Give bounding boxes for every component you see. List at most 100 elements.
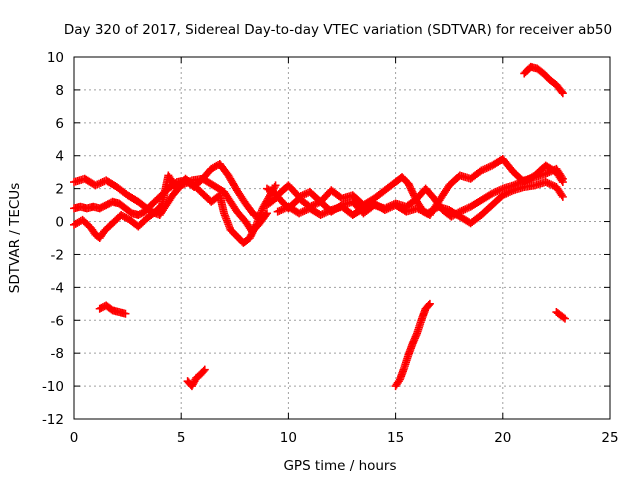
data-point <box>413 204 422 213</box>
data-point <box>96 178 105 187</box>
data-point <box>457 206 466 215</box>
data-point <box>498 191 507 200</box>
data-point <box>493 187 502 196</box>
data-point <box>320 209 329 218</box>
y-tick-label: -10 <box>42 379 64 395</box>
data-point <box>200 365 209 374</box>
data-point <box>121 309 130 318</box>
x-tick-label: 20 <box>494 430 511 446</box>
x-tick-label: 0 <box>70 430 79 446</box>
data-point <box>316 210 325 219</box>
x-tick-label: 15 <box>387 430 404 446</box>
grid-lines <box>74 57 610 419</box>
data-point <box>502 189 511 198</box>
data-point <box>491 187 500 196</box>
data-point <box>463 204 472 213</box>
data-point <box>477 166 486 175</box>
data-point <box>318 210 327 219</box>
data-point <box>311 200 320 209</box>
x-tick-label: 10 <box>280 430 297 446</box>
data-point <box>416 206 425 215</box>
data-point <box>95 179 104 188</box>
data-point <box>500 190 509 199</box>
data-point <box>425 299 434 308</box>
data-point <box>363 202 372 211</box>
data-point <box>560 314 569 323</box>
data-point <box>559 313 568 322</box>
data-point <box>558 89 567 98</box>
y-tick-label: 6 <box>55 116 64 132</box>
y-tick-label: 0 <box>55 215 64 231</box>
data-point <box>489 188 498 197</box>
plot-frame <box>73 56 611 420</box>
x-axis-label: GPS time / hours <box>283 458 396 474</box>
data-point <box>484 163 493 172</box>
data-point <box>295 209 304 218</box>
data-point <box>273 207 282 216</box>
data-point <box>541 178 550 187</box>
data-point <box>543 178 552 187</box>
data-point <box>557 87 566 96</box>
x-tick-label: 5 <box>177 430 186 446</box>
data-point <box>251 222 260 231</box>
data-point <box>558 174 567 183</box>
data-point <box>325 206 334 215</box>
data-point <box>479 165 488 174</box>
data-point <box>93 180 102 189</box>
data-point <box>418 206 427 215</box>
chart-title: Day 320 of 2017, Sidereal Day-to-day VTE… <box>64 22 612 38</box>
data-point <box>424 301 433 310</box>
data-point <box>382 205 391 214</box>
data-point <box>380 206 389 215</box>
data-point <box>547 167 556 176</box>
data-point <box>364 201 373 210</box>
data-point <box>545 168 554 177</box>
x-tick-labels: 0 5 10 15 20 25 <box>70 430 619 446</box>
data-point <box>91 181 100 190</box>
x-tick-label: 25 <box>601 430 618 446</box>
data-points <box>70 62 569 391</box>
y-tick-label: -4 <box>51 280 64 296</box>
data-point <box>414 205 423 214</box>
data-point <box>323 207 332 216</box>
data-point <box>505 187 514 196</box>
data-point <box>557 191 566 200</box>
data-point <box>359 204 368 213</box>
y-tick-label: 2 <box>55 182 64 198</box>
data-point <box>557 173 566 182</box>
data-point <box>300 206 309 215</box>
y-tick-labels: -12 -10 -8 -6 -4 -2 0 2 4 6 8 10 <box>42 50 64 428</box>
y-tick-label: -12 <box>42 412 64 428</box>
data-point <box>541 169 550 178</box>
data-point <box>543 169 552 178</box>
data-point <box>488 189 497 198</box>
data-point <box>298 207 307 216</box>
data-point <box>558 192 567 201</box>
y-tick-label: -2 <box>51 247 64 263</box>
data-point <box>361 203 370 212</box>
y-tick-label: 8 <box>55 83 64 99</box>
data-point <box>482 164 491 173</box>
y-tick-label: 10 <box>47 50 64 66</box>
data-point <box>507 187 516 196</box>
data-point <box>459 206 468 215</box>
y-tick-label: -8 <box>51 346 64 362</box>
data-point <box>480 164 489 173</box>
y-tick-label: -6 <box>51 313 64 329</box>
data-point <box>199 366 208 375</box>
data-point <box>547 180 556 189</box>
data-point <box>275 206 284 215</box>
y-tick-label: 4 <box>55 149 64 165</box>
data-point <box>545 179 554 188</box>
data-point <box>277 206 286 215</box>
data-point <box>495 186 504 195</box>
data-point <box>321 208 330 217</box>
data-point <box>497 185 506 194</box>
data-point <box>386 203 395 212</box>
tick-marks <box>73 56 611 420</box>
data-point <box>384 204 393 213</box>
data-point <box>504 188 513 197</box>
data-point <box>296 208 305 217</box>
data-point <box>271 181 280 190</box>
